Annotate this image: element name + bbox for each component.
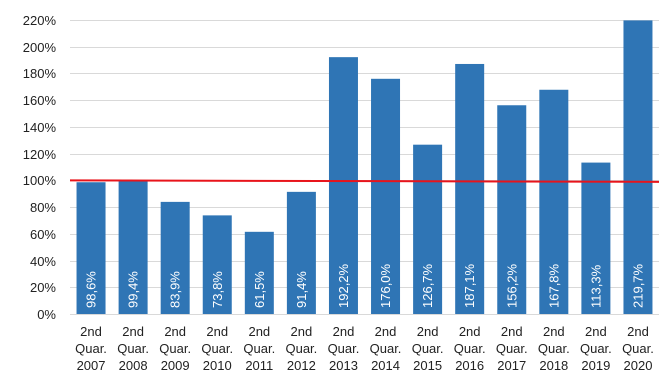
bar bbox=[497, 105, 527, 314]
y-tick-label: 80% bbox=[30, 200, 56, 215]
x-tick-label: Quar. bbox=[622, 341, 654, 356]
data-label: 73,8% bbox=[210, 271, 225, 308]
bar bbox=[244, 231, 274, 314]
y-tick-label: 0% bbox=[37, 307, 56, 322]
x-tick-label: 2nd bbox=[627, 324, 649, 339]
x-tick-label: 2009 bbox=[161, 358, 190, 373]
x-tick-label: 2nd bbox=[375, 324, 397, 339]
x-tick-label: Quar. bbox=[117, 341, 149, 356]
x-tick-label: 2nd bbox=[122, 324, 144, 339]
x-tick-label: 2nd bbox=[585, 324, 607, 339]
x-tick-label: 2007 bbox=[77, 358, 106, 373]
x-tick-label: Quar. bbox=[412, 341, 444, 356]
y-tick-label: 100% bbox=[23, 173, 57, 188]
x-tick-label: 2017 bbox=[497, 358, 526, 373]
y-tick-label: 180% bbox=[23, 66, 57, 81]
x-tick-label: 2012 bbox=[287, 358, 316, 373]
y-tick-label: 20% bbox=[30, 280, 56, 295]
data-label: 176,0% bbox=[378, 263, 393, 308]
reference-line-100 bbox=[69, 179, 659, 183]
x-tick-label: 2nd bbox=[501, 324, 523, 339]
data-label: 113,3% bbox=[588, 264, 603, 308]
x-tick-label: 2016 bbox=[455, 358, 484, 373]
bar bbox=[76, 182, 106, 314]
bar bbox=[328, 57, 358, 314]
bar bbox=[623, 20, 653, 314]
x-tick-label: Quar. bbox=[328, 341, 360, 356]
data-label: 61,5% bbox=[252, 271, 267, 308]
x-tick-label: 2nd bbox=[543, 324, 565, 339]
y-tick-label: 220% bbox=[23, 13, 57, 28]
x-tick-label: 2011 bbox=[245, 358, 273, 373]
x-tick-label: 2nd bbox=[459, 324, 481, 339]
y-tick-label: 140% bbox=[23, 120, 57, 135]
bar bbox=[160, 201, 190, 314]
bar bbox=[371, 78, 401, 314]
x-tick-label: Quar. bbox=[370, 341, 402, 356]
bar bbox=[539, 89, 569, 314]
x-tick-label: Quar. bbox=[496, 341, 528, 356]
gridlines bbox=[70, 20, 659, 315]
x-tick-label: 2014 bbox=[371, 358, 400, 373]
data-label: 192,2% bbox=[336, 263, 351, 308]
x-tick-label: Quar. bbox=[454, 341, 486, 356]
y-tick-label: 200% bbox=[23, 40, 57, 55]
x-tick-label: Quar. bbox=[159, 341, 191, 356]
x-tick-label: 2nd bbox=[206, 324, 228, 339]
x-tick-label: 2010 bbox=[203, 358, 232, 373]
y-axis: 0% 20% 40% 60% 80% 100% 120% 140% 160% 180% 200% 22… bbox=[23, 13, 57, 322]
y-tick-label: 160% bbox=[23, 93, 57, 108]
x-tick-label: 2020 bbox=[624, 358, 653, 373]
data-label: 126,7% bbox=[420, 263, 435, 308]
bar bbox=[455, 63, 485, 314]
data-label: 156,2% bbox=[504, 263, 519, 308]
x-tick-label: 2019 bbox=[581, 358, 610, 373]
x-tick-label: 2nd bbox=[333, 324, 355, 339]
x-tick-label: 2008 bbox=[119, 358, 148, 373]
data-label: 167,8% bbox=[546, 263, 561, 308]
bar bbox=[581, 162, 611, 314]
x-tick-label: Quar. bbox=[538, 341, 570, 356]
y-tick-label: 60% bbox=[30, 227, 56, 242]
x-tick-label: 2nd bbox=[164, 324, 186, 339]
x-tick-label: 2013 bbox=[329, 358, 358, 373]
bar bbox=[118, 181, 148, 314]
data-label: 98,6% bbox=[84, 271, 99, 308]
x-tick-label: Quar. bbox=[285, 341, 317, 356]
data-label: 187,1% bbox=[462, 263, 477, 308]
data-label: 91,4% bbox=[294, 271, 309, 308]
bar bbox=[202, 215, 232, 314]
x-axis: 2nd Quar. 2007 2nd Quar. 2008 2nd Quar. 2009 2nd Q… bbox=[75, 324, 654, 373]
data-label: 83,9% bbox=[168, 271, 183, 308]
y-tick-label: 40% bbox=[30, 254, 56, 269]
x-tick-label: Quar. bbox=[580, 341, 612, 356]
data-label: 99,4% bbox=[126, 271, 141, 308]
x-tick-label: Quar. bbox=[243, 341, 275, 356]
reference-line bbox=[69, 179, 659, 183]
bars bbox=[76, 20, 653, 314]
y-tick-label: 120% bbox=[23, 147, 57, 162]
data-labels: 98,6% 99,4% 83,9% 73,8% 61,5% 91,4% 192,2% 176,… bbox=[84, 263, 646, 308]
data-label: 219,7% bbox=[630, 263, 645, 308]
bar bbox=[413, 144, 443, 314]
x-tick-label: Quar. bbox=[75, 341, 107, 356]
x-tick-label: Quar. bbox=[201, 341, 233, 356]
x-tick-label: 2nd bbox=[248, 324, 270, 339]
x-tick-label: 2nd bbox=[417, 324, 439, 339]
x-tick-label: 2nd bbox=[291, 324, 313, 339]
x-tick-label: 2nd bbox=[80, 324, 102, 339]
x-tick-label: 2018 bbox=[539, 358, 568, 373]
bar bbox=[286, 191, 316, 314]
x-tick-label: 2015 bbox=[413, 358, 442, 373]
